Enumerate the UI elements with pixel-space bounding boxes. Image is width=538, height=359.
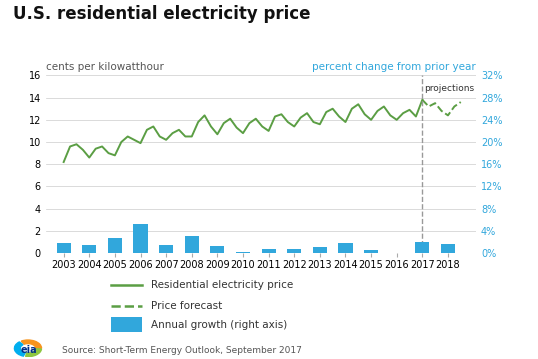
Bar (159, 245, 173, 253)
Text: Price forecast: Price forecast (151, 301, 222, 311)
Bar (108, 238, 122, 253)
Bar (82, 245, 96, 253)
FancyBboxPatch shape (111, 317, 142, 332)
Text: percent change from prior year: percent change from prior year (313, 62, 476, 72)
Text: eia: eia (20, 345, 37, 355)
Text: Residential electricity price: Residential electricity price (151, 280, 293, 290)
Bar (390, 252, 404, 253)
Bar (441, 244, 455, 253)
Bar (364, 250, 378, 253)
Bar (338, 243, 352, 253)
Bar (261, 249, 275, 253)
Text: cents per kilowatthour: cents per kilowatthour (46, 62, 164, 72)
Bar (185, 237, 199, 253)
Bar (287, 249, 301, 253)
Text: U.S. residential electricity price: U.S. residential electricity price (13, 5, 311, 23)
Bar (56, 243, 70, 253)
Wedge shape (26, 349, 41, 356)
Bar (415, 242, 429, 253)
Bar (236, 252, 250, 253)
Text: Annual growth (right axis): Annual growth (right axis) (151, 320, 287, 330)
Text: Source: Short-Term Energy Outlook, September 2017: Source: Short-Term Energy Outlook, Septe… (62, 345, 302, 355)
Wedge shape (21, 340, 41, 348)
Text: projections: projections (424, 84, 475, 93)
Bar (210, 246, 224, 253)
Wedge shape (15, 342, 25, 356)
Bar (313, 247, 327, 253)
Bar (133, 224, 147, 253)
